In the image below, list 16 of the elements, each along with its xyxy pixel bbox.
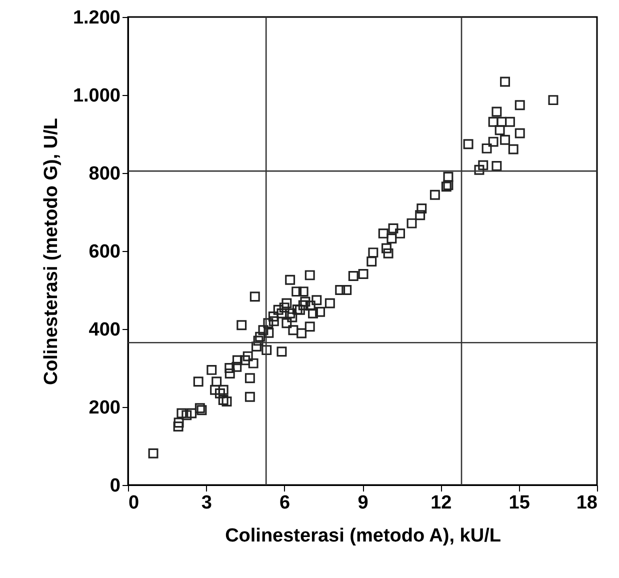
- x-tick-label: 18: [576, 492, 598, 514]
- y-tick-label: 0: [110, 476, 120, 496]
- y-tick-label: 400: [88, 320, 120, 340]
- x-tick-label: 15: [508, 492, 530, 514]
- x-tick-label: 6: [280, 492, 290, 514]
- x-tick-label: 9: [358, 492, 368, 514]
- y-tick-label: 800: [88, 164, 120, 184]
- x-axis-title: Colinesterasi (metodo A), kU/L: [225, 526, 502, 546]
- x-tick-label: 12: [430, 492, 452, 514]
- y-tick-label: 600: [88, 242, 120, 262]
- y-axis-title: Colinesterasi (metodo G), U/L: [40, 118, 62, 386]
- x-tick-label: 0: [128, 492, 140, 514]
- x-tick-label: 3: [201, 492, 212, 514]
- y-tick-label: 200: [88, 398, 120, 418]
- y-tick-label: 1.000: [72, 86, 120, 106]
- y-tick-label: 1.200: [72, 8, 120, 28]
